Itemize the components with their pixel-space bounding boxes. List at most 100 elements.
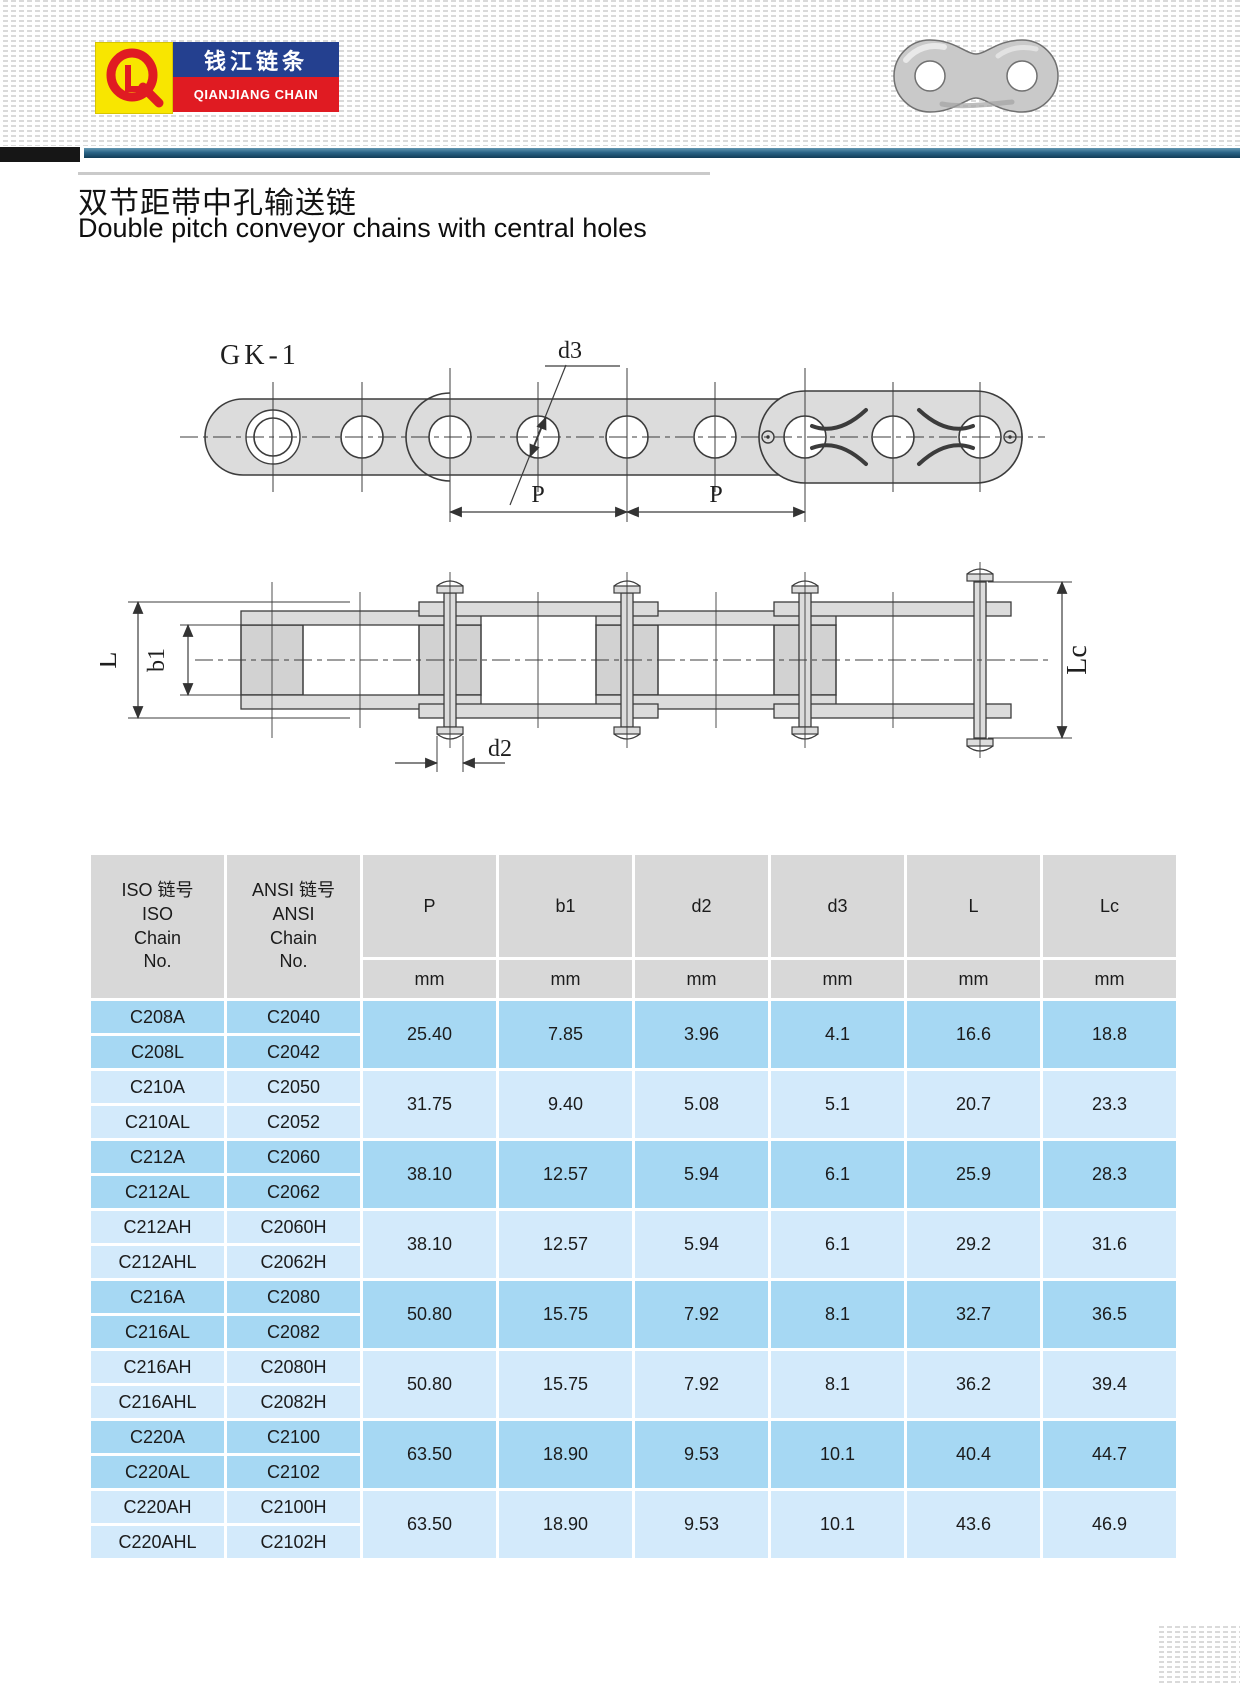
value-cell-d2: 7.92 <box>635 1351 768 1418</box>
iso-code-cell: C210AL <box>91 1106 224 1138</box>
iso-header-cell: ISO 链号 ISO Chain No. <box>91 855 224 998</box>
value-cell-d2: 5.94 <box>635 1211 768 1278</box>
value-cell-L: 29.2 <box>907 1211 1040 1278</box>
col-header-d2: d2 <box>635 855 768 957</box>
value-cell-Lc: 44.7 <box>1043 1421 1176 1488</box>
ansi-header-cell: ANSI 链号 ANSI Chain No. <box>227 855 360 998</box>
ansi-code-cell: C2062 <box>227 1176 360 1208</box>
page-title-en: Double pitch conveyor chains with centra… <box>78 213 647 243</box>
value-cell-d3: 10.1 <box>771 1491 904 1558</box>
unit-cell: mm <box>771 960 904 998</box>
value-cell-L: 40.4 <box>907 1421 1040 1488</box>
value-cell-d3: 8.1 <box>771 1281 904 1348</box>
iso-code-cell: C212AL <box>91 1176 224 1208</box>
ansi-code-cell: C2102 <box>227 1456 360 1488</box>
ql-monogram-icon <box>106 48 164 108</box>
table-row: C212A C2060 38.10 12.57 5.94 6.1 25.9 28… <box>91 1141 1176 1208</box>
col-header-L: L <box>907 855 1040 957</box>
iso-code-cell: C208A <box>91 1001 224 1033</box>
iso-code-cell: C212A <box>91 1141 224 1173</box>
table-row: C216AHL C2082H <box>91 1386 1176 1418</box>
side-view: L b1 Lc d2 <box>100 562 1093 772</box>
unit-cell: mm <box>1043 960 1176 998</box>
value-cell-d2: 9.53 <box>635 1421 768 1488</box>
value-cell-Lc: 39.4 <box>1043 1351 1176 1418</box>
value-cell-L: 36.2 <box>907 1351 1040 1418</box>
table-row: C212AL C2062 <box>91 1176 1176 1208</box>
iso-code-cell: C216AL <box>91 1316 224 1348</box>
value-cell-d3: 8.1 <box>771 1351 904 1418</box>
value-cell-p: 63.50 <box>363 1421 496 1488</box>
iso-code-cell: C220A <box>91 1421 224 1453</box>
dim-label-p1: P <box>531 482 544 508</box>
ansi-code-cell: C2100H <box>227 1491 360 1523</box>
col-header-d3: d3 <box>771 855 904 957</box>
iso-code-cell: C220AL <box>91 1456 224 1488</box>
value-cell-d3: 4.1 <box>771 1001 904 1068</box>
value-cell-d2: 7.92 <box>635 1281 768 1348</box>
value-cell-L: 20.7 <box>907 1071 1040 1138</box>
logo-wordmark: 钱江链条 QIANJIANG CHAIN <box>173 42 339 114</box>
model-label: GK-1 <box>220 340 300 371</box>
col-header-b1: b1 <box>499 855 632 957</box>
plate-hole-left <box>914 60 946 92</box>
value-cell-p: 38.10 <box>363 1211 496 1278</box>
value-cell-d2: 5.08 <box>635 1071 768 1138</box>
iso-code-cell: C220AHL <box>91 1526 224 1558</box>
top-view: GK-1 d3 P P <box>180 338 1045 522</box>
header-line: ISO <box>141 903 173 924</box>
value-cell-Lc: 31.6 <box>1043 1211 1176 1278</box>
ansi-code-cell: C2082H <box>227 1386 360 1418</box>
col-header-P: P <box>363 855 496 957</box>
value-cell-Lc: 23.3 <box>1043 1071 1176 1138</box>
value-cell-Lc: 28.3 <box>1043 1141 1176 1208</box>
value-cell-L: 43.6 <box>907 1491 1040 1558</box>
table-row: C210A C2050 31.75 9.40 5.08 5.1 20.7 23.… <box>91 1071 1176 1138</box>
header-line: Chain <box>269 927 318 948</box>
brand-logo: 钱江链条 QIANJIANG CHAIN <box>95 42 339 114</box>
iso-code-cell: C220AH <box>91 1491 224 1523</box>
header-line: ANSI <box>272 903 315 924</box>
header-line: No. <box>143 951 172 972</box>
ansi-code-cell: C2050 <box>227 1071 360 1103</box>
col-header-Lc: Lc <box>1043 855 1176 957</box>
header-line: ANSI 链号 <box>251 880 335 900</box>
left-black-bar <box>0 147 80 162</box>
value-cell-b1: 18.90 <box>499 1491 632 1558</box>
dim-label-d2: d2 <box>488 736 512 762</box>
table-row: C220A C2100 63.50 18.90 9.53 10.1 40.4 4… <box>91 1421 1176 1488</box>
table-row: C212AH C2060H 38.10 12.57 5.94 6.1 29.2 … <box>91 1211 1176 1278</box>
value-cell-b1: 18.90 <box>499 1421 632 1488</box>
iso-code-cell: C212AHL <box>91 1246 224 1278</box>
ansi-code-cell: C2080H <box>227 1351 360 1383</box>
ansi-code-cell: C2042 <box>227 1036 360 1068</box>
value-cell-d3: 10.1 <box>771 1421 904 1488</box>
value-cell-b1: 7.85 <box>499 1001 632 1068</box>
value-cell-L: 25.9 <box>907 1141 1040 1208</box>
value-cell-Lc: 18.8 <box>1043 1001 1176 1068</box>
plate-hole-right <box>1006 60 1038 92</box>
iso-code-cell: C212AH <box>91 1211 224 1243</box>
value-cell-p: 63.50 <box>363 1491 496 1558</box>
table-row: C220AL C2102 <box>91 1456 1176 1488</box>
value-cell-b1: 9.40 <box>499 1071 632 1138</box>
ansi-code-cell: C2060H <box>227 1211 360 1243</box>
dim-label-d3: d3 <box>558 338 582 364</box>
ansi-code-cell: C2040 <box>227 1001 360 1033</box>
table-row: C216AL C2082 <box>91 1316 1176 1348</box>
unit-cell: mm <box>363 960 496 998</box>
brand-name-en: QIANJIANG CHAIN <box>173 77 339 112</box>
ansi-code-cell: C2052 <box>227 1106 360 1138</box>
value-cell-d3: 5.1 <box>771 1071 904 1138</box>
value-cell-Lc: 46.9 <box>1043 1491 1176 1558</box>
iso-code-cell: C216AHL <box>91 1386 224 1418</box>
value-cell-L: 32.7 <box>907 1281 1040 1348</box>
dim-label-p2: P <box>709 482 722 508</box>
ansi-code-cell: C2060 <box>227 1141 360 1173</box>
navy-divider-bar <box>84 148 1240 158</box>
unit-cell: mm <box>635 960 768 998</box>
value-cell-p: 31.75 <box>363 1071 496 1138</box>
header-line: ISO 链号 <box>121 880 194 900</box>
value-cell-b1: 15.75 <box>499 1281 632 1348</box>
dim-label-b1: b1 <box>144 648 170 672</box>
